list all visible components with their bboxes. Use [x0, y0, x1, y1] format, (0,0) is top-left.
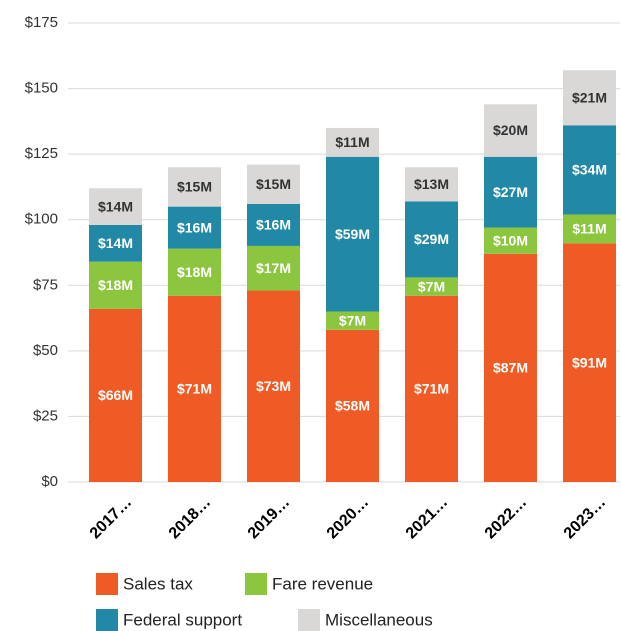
- y-tick-label: $50: [33, 342, 58, 359]
- value-label: $87M: [493, 360, 528, 376]
- value-label: $10M: [493, 232, 528, 248]
- legend-swatch: [298, 609, 320, 631]
- value-label: $7M: [418, 278, 445, 294]
- value-label: $29M: [414, 231, 449, 247]
- bar-segment: [563, 214, 616, 244]
- bar-segment: [89, 308, 142, 482]
- bar-segment: [168, 295, 221, 482]
- legend-label: Miscellaneous: [325, 610, 433, 629]
- bar-segment: [247, 203, 300, 246]
- x-tick-label: 2020…: [324, 494, 373, 543]
- bar-segment: [563, 70, 616, 126]
- bar-segment: [89, 261, 142, 309]
- value-label: $73M: [256, 378, 291, 394]
- legend-swatch: [96, 609, 118, 631]
- legend-label: Federal support: [123, 610, 242, 629]
- bar-segment: [89, 224, 142, 262]
- legend-label: Sales tax: [123, 574, 193, 593]
- value-label: $59M: [335, 226, 370, 242]
- bar-segment: [247, 245, 300, 291]
- bar-segment: [326, 156, 379, 312]
- bar-segment: [405, 201, 458, 278]
- x-tick-label: 2019…: [245, 494, 294, 543]
- bar-segment: [484, 156, 537, 228]
- y-tick-label: $0: [41, 473, 58, 490]
- bar-segment: [326, 127, 379, 157]
- value-label: $14M: [98, 235, 133, 251]
- bar-segment: [247, 290, 300, 482]
- value-label: $18M: [177, 264, 212, 280]
- value-label: $58M: [335, 398, 370, 414]
- x-tick-label: 2021…: [403, 494, 452, 543]
- value-label: $71M: [414, 381, 449, 397]
- bar-segment: [326, 311, 379, 330]
- value-label: $15M: [177, 179, 212, 195]
- bar-segment: [405, 295, 458, 482]
- value-label: $66M: [98, 387, 133, 403]
- value-label: $17M: [256, 260, 291, 276]
- y-tick-label: $150: [25, 80, 58, 97]
- y-tick-label: $125: [25, 145, 58, 162]
- x-tick-label: 2023…: [561, 494, 610, 543]
- y-tick-label: $175: [25, 14, 58, 31]
- bar-segment: [247, 164, 300, 204]
- bar-segment: [168, 167, 221, 207]
- y-tick-label: $25: [33, 407, 58, 424]
- value-label: $16M: [256, 217, 291, 233]
- value-label: $20M: [493, 122, 528, 138]
- bar-segment: [168, 248, 221, 296]
- bar-segment: [405, 277, 458, 296]
- value-label: $71M: [177, 381, 212, 397]
- value-label: $14M: [98, 198, 133, 214]
- legend-label: Fare revenue: [272, 574, 373, 593]
- x-tick-label: 2017…: [87, 494, 136, 543]
- bar-segment: [168, 206, 221, 249]
- value-label: $11M: [572, 221, 606, 237]
- y-tick-label: $100: [25, 211, 58, 228]
- value-label: $91M: [572, 354, 607, 370]
- bar-segment: [405, 167, 458, 202]
- legend-swatch: [96, 573, 118, 595]
- value-label: $21M: [572, 89, 607, 105]
- bar-segment: [89, 188, 142, 225]
- bar-segment: [326, 329, 379, 482]
- value-label: $11M: [335, 134, 369, 150]
- value-label: $34M: [572, 162, 607, 178]
- bar-segment: [563, 125, 616, 215]
- value-label: $27M: [493, 184, 528, 200]
- value-label: $7M: [339, 312, 366, 328]
- bar-segment: [484, 227, 537, 254]
- x-tick-label: 2022…: [482, 494, 531, 543]
- y-tick-label: $75: [33, 276, 58, 293]
- x-tick-label: 2018…: [166, 494, 215, 543]
- value-label: $18M: [98, 277, 133, 293]
- value-label: $16M: [177, 219, 212, 235]
- value-label: $13M: [414, 176, 449, 192]
- value-label: $15M: [256, 176, 291, 192]
- bar-segment: [484, 253, 537, 482]
- bar-segment: [484, 104, 537, 157]
- bar-segment: [563, 243, 616, 482]
- legend-swatch: [245, 573, 267, 595]
